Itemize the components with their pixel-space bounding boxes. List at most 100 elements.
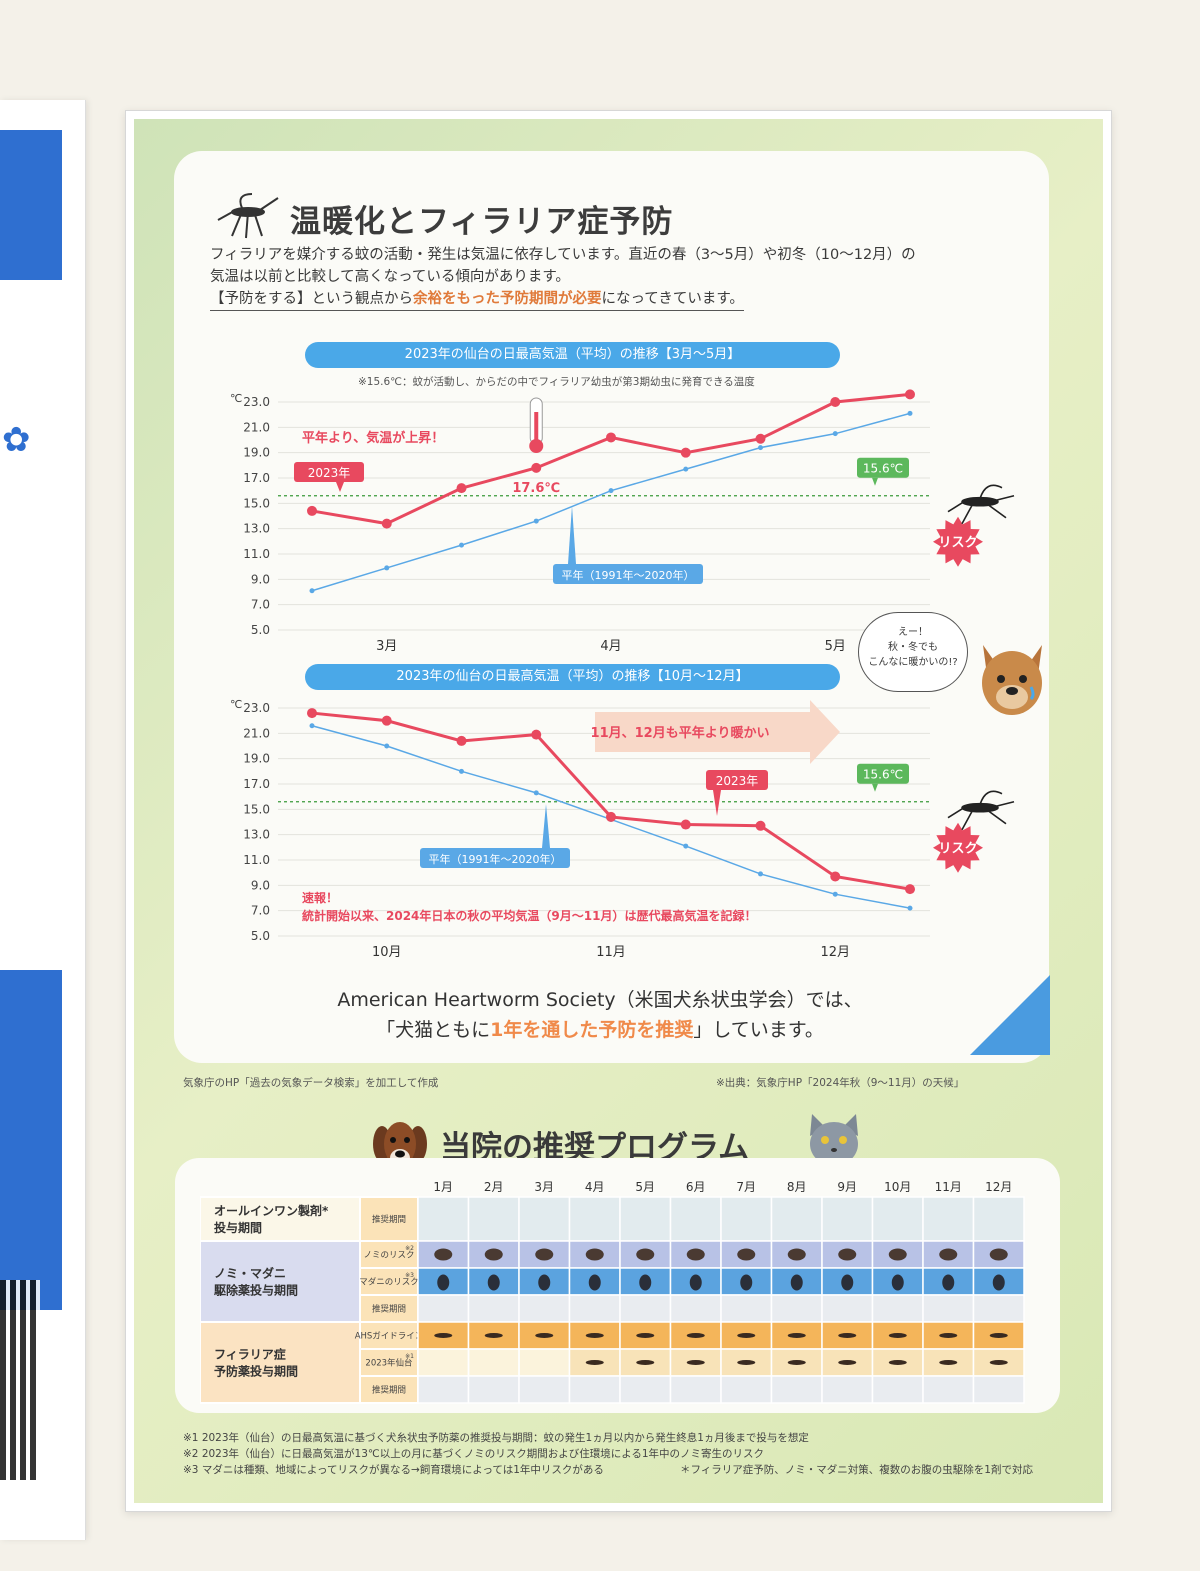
risk-label: リスク: [938, 536, 977, 551]
chart1-note: ※15.6℃：蚊が活動し、からだの中でフィラリア幼虫が第3期幼虫に発育できる温度: [358, 376, 755, 388]
data-point: [832, 891, 838, 897]
data-point: [606, 432, 616, 443]
mosquito-icon: [636, 1333, 655, 1338]
y-tick-label: 9.0: [251, 572, 270, 586]
month-header: 9月: [837, 1180, 857, 1194]
data-point: [905, 884, 915, 895]
y-tick-label: 11.0: [243, 547, 270, 561]
program-cell: [720, 1196, 773, 1242]
footnote: ※2 2023年（仙台）に日最高気温が13℃以上の月に基づくノミのリスク期間およ…: [183, 1448, 765, 1460]
flea-icon: [636, 1248, 655, 1261]
intro-highlight: 余裕をもった予防期間が必要: [413, 291, 602, 307]
point-annotation: 17.6℃: [512, 481, 560, 496]
poster-title: 温暖化とフィラリア症予防: [290, 204, 674, 240]
risk-badge: [933, 516, 983, 567]
data-point: [758, 445, 763, 451]
series-badge-label: 平年（1991年～2020年）: [562, 568, 695, 582]
dog-icon: [982, 645, 1042, 715]
y-tick-label: 7.0: [251, 904, 270, 918]
program-cell: [619, 1294, 672, 1323]
series-badge-pointer: [568, 506, 576, 564]
series-badge: [706, 770, 768, 790]
series-badge-pointer: [713, 790, 721, 816]
neighbor-blue-block: [0, 130, 62, 280]
mosquito-icon: [947, 484, 1015, 525]
program-cell: [922, 1375, 975, 1404]
threshold-label: 15.6℃: [863, 462, 903, 476]
program-cell: [871, 1294, 924, 1323]
program-cell: [972, 1294, 1025, 1323]
row-label: マダニのリスク: [359, 1277, 419, 1288]
data-point: [533, 790, 539, 796]
mosquito-leg: [947, 807, 965, 819]
month-header: 2月: [484, 1180, 504, 1194]
chart1-title: 2023年の仙台の日最高気温（平均）の推移【3月～5月】: [305, 342, 840, 368]
program-cell: [417, 1294, 470, 1323]
program-cell: [922, 1196, 975, 1242]
program-cell: [871, 1196, 924, 1242]
program-cell: [972, 1196, 1025, 1242]
mosquito-wing: [979, 484, 1003, 499]
flea-icon: [888, 1248, 907, 1261]
data-point: [608, 488, 614, 494]
data-point: [307, 708, 317, 719]
tick-icon: [639, 1274, 652, 1291]
thermometer-bulb: [529, 439, 544, 453]
chart2-title: 2023年の仙台の日最高気温（平均）の推移【10月～12月】: [305, 664, 840, 690]
tick-icon: [841, 1274, 854, 1291]
y-tick-label: 5.0: [251, 929, 270, 943]
series-badge-pointer: [336, 482, 344, 492]
program-cell: [518, 1375, 571, 1404]
series-badge-label: 2023年: [308, 466, 351, 480]
month-header: 7月: [736, 1180, 756, 1194]
data-point: [683, 466, 689, 472]
x-month-label: 12月: [820, 945, 850, 960]
mosquito-icon: [686, 1333, 705, 1338]
y-tick-label: 19.0: [243, 446, 270, 460]
mosquito-icon: [947, 790, 1015, 831]
row-label: AHSガイドライン: [355, 1331, 424, 1342]
month-header: 6月: [686, 1180, 706, 1194]
chart1-plot: ℃ 23.0 21.0 19.0 17.0 15.0 13.0 11.0 9.0 7.0 5.0 3月…: [230, 389, 1015, 654]
program-cell: [669, 1375, 722, 1404]
y-tick-label: 9.0: [251, 878, 270, 892]
mosquito-icon: [217, 193, 279, 239]
program-cell: [669, 1196, 722, 1242]
mosquito-leg: [989, 494, 1015, 503]
y-tick-label: 5.0: [251, 623, 270, 637]
ahs-line: American Heartworm Society（米国犬糸状虫学会）では、: [337, 989, 863, 1011]
mosquito-leg: [983, 807, 1007, 825]
data-point: [384, 743, 390, 749]
x-month-label: 5月: [825, 639, 846, 654]
program-cell: [720, 1294, 773, 1323]
dog-speech-bubble: えー！ 秋・冬でも こんなに暖かいの!?: [858, 612, 968, 692]
y-tick-label: 19.0: [243, 752, 270, 766]
x-month-label: 10月: [372, 945, 402, 960]
mosquito-icon: [636, 1360, 655, 1365]
data-point: [456, 735, 467, 746]
data-point: [830, 871, 841, 882]
data-point: [606, 811, 616, 822]
series-badge: [294, 462, 364, 482]
tick-icon: [487, 1274, 500, 1291]
y-tick-label: 11.0: [243, 853, 270, 867]
intro-text: フィラリアを媒介する蚊の活動・発生は気温に依存しています。直近の春（3～5月）や…: [210, 244, 1030, 311]
mosquito-leg: [961, 501, 975, 525]
source-right: ※出典：気象庁HP「2024年秋（9～11月）の天候」: [716, 1077, 965, 1089]
intro-line-emphasis: 【予防をする】という観点から余裕をもった予防期間が必要になってきています。: [210, 288, 744, 311]
month-header: 5月: [635, 1180, 655, 1194]
tick-icon: [437, 1274, 450, 1291]
mosquito-leg: [989, 800, 1015, 809]
data-point: [680, 819, 691, 830]
paw-icon: ✿: [2, 420, 31, 460]
tick-icon: [891, 1274, 904, 1291]
data-point: [381, 518, 392, 529]
data-point: [459, 768, 464, 774]
source-left: 気象庁のHP「過去の気象データ検索」を加工して作成: [183, 1077, 439, 1089]
tick-icon: [588, 1274, 601, 1291]
mosquito-icon: [939, 1333, 958, 1338]
data-point: [905, 389, 915, 400]
group-label: フィラリア症: [214, 1347, 286, 1362]
program-cell: [568, 1375, 621, 1404]
flea-icon: [939, 1248, 958, 1261]
